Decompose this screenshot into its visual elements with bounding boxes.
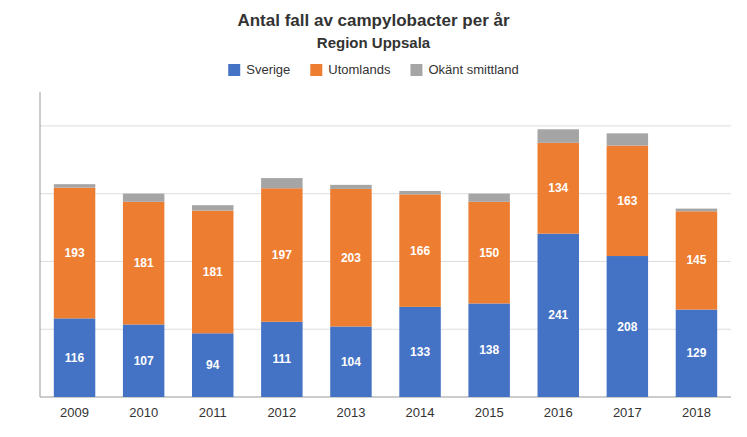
x-tick-label: 2016 [544, 405, 573, 420]
data-label: 104 [341, 355, 361, 369]
bar-segment [538, 143, 579, 234]
legend-swatch [410, 64, 422, 76]
bar-segment [54, 184, 95, 187]
x-tick-label: 2010 [129, 405, 158, 420]
data-label: 163 [617, 194, 637, 208]
data-label: 181 [203, 265, 223, 279]
bar-segment [676, 209, 717, 212]
data-label: 166 [410, 244, 430, 258]
legend-item: Sverige [228, 62, 290, 77]
bar-segment [538, 234, 579, 397]
bar-segment [123, 202, 164, 325]
title: Antal fall av campylobacter per år [237, 11, 509, 30]
bar-segment [54, 318, 95, 397]
data-label: 129 [686, 346, 706, 360]
data-label: 208 [617, 320, 637, 334]
data-label: 134 [548, 181, 568, 195]
bar-segment [123, 194, 164, 202]
bar-segment [468, 202, 509, 304]
x-axis: 2009 2010 2011 2012 2013 2014 2015 2016 2017 2018 [60, 405, 711, 420]
x-tick-label: 2011 [199, 405, 227, 420]
data-label: 138 [479, 343, 499, 357]
bar-segment [399, 194, 440, 307]
bar-segment [676, 211, 717, 309]
data-label: 193 [65, 246, 85, 260]
data-label: 150 [479, 246, 499, 260]
chart-container: Antal fall av campylobacter per år Region… [0, 0, 747, 437]
legend-label: Sverige [246, 62, 290, 77]
x-tick-label: 2009 [60, 405, 89, 420]
bar-segment [330, 327, 371, 397]
data-label: 181 [134, 256, 154, 270]
bar-segment [261, 322, 302, 397]
x-tick-label: 2015 [475, 405, 504, 420]
data-label: 94 [206, 358, 220, 372]
bar-segment [468, 194, 509, 202]
data-labels: 116 107 94 111 104 133 138 241 208 129 193 181 181 19… [65, 181, 707, 372]
bar-segment [330, 185, 371, 189]
x-tick-label: 2012 [267, 405, 296, 420]
x-tick-label: 2013 [336, 405, 365, 420]
subtitle: Region Uppsala [317, 34, 431, 51]
data-label: 203 [341, 251, 361, 265]
bar-segment [676, 310, 717, 397]
data-label: 241 [548, 308, 568, 322]
bar-segment [54, 188, 95, 319]
legend-label: Okänt smittland [428, 62, 518, 77]
bar-segment [123, 324, 164, 397]
x-tick-label: 2018 [682, 405, 711, 420]
bar-segment [192, 211, 233, 334]
x-tick-label: 2014 [406, 405, 435, 420]
x-tick-label: 2017 [613, 405, 642, 420]
legend-item: Utomlands [310, 62, 391, 77]
bar-segment [330, 189, 371, 327]
bar-segment [538, 129, 579, 143]
bar-segment [607, 146, 648, 256]
bar-segment [261, 178, 302, 188]
bar-segment [261, 188, 302, 322]
data-label: 111 [272, 352, 291, 366]
bar-segment [399, 307, 440, 397]
legend-label: Utomlands [328, 62, 391, 77]
bar-segment [607, 256, 648, 397]
bar-segment [192, 205, 233, 210]
bar-segment [468, 303, 509, 397]
bar-segment [399, 191, 440, 194]
data-label: 116 [65, 351, 85, 365]
legend: Sverige Utomlands Okänt smittland [228, 62, 519, 77]
legend-swatch [310, 64, 322, 76]
grid-line [40, 125, 731, 126]
legend-swatch [228, 64, 240, 76]
bar-segment [607, 133, 648, 145]
chart: Antal fall av campylobacter per år Region… [0, 0, 747, 437]
data-label: 197 [272, 248, 292, 262]
legend-item: Okänt smittland [410, 62, 518, 77]
data-label: 133 [410, 345, 430, 359]
data-label: 145 [686, 253, 706, 267]
data-label: 107 [134, 354, 154, 368]
bars [54, 129, 717, 397]
bar-segment [192, 333, 233, 397]
y-axis-line [40, 92, 41, 397]
